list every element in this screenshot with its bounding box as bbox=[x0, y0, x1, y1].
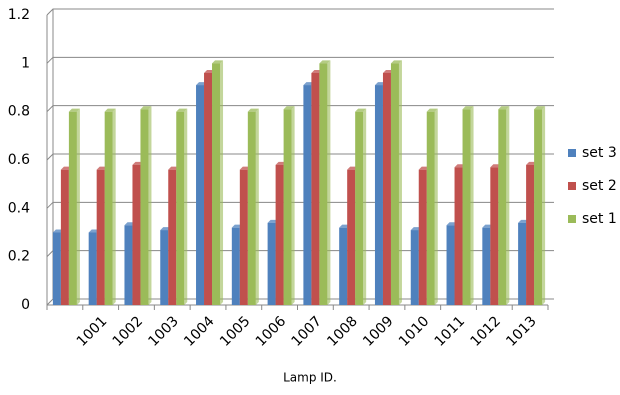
x-tick-label: 1011 bbox=[432, 313, 469, 350]
x-tick-label: 1003 bbox=[145, 313, 182, 350]
grid-line bbox=[46, 105, 554, 113]
grid-line bbox=[46, 250, 554, 258]
grid-line bbox=[46, 8, 554, 16]
x-tick-label: 1009 bbox=[360, 313, 397, 350]
y-tick-label: 1 bbox=[21, 55, 30, 71]
legend-swatch bbox=[568, 182, 576, 190]
y-tick-label: 0 bbox=[21, 297, 30, 313]
x-tick-label: 1001 bbox=[74, 313, 111, 350]
bar bbox=[212, 60, 224, 306]
bar bbox=[104, 108, 116, 306]
grid-line bbox=[46, 298, 554, 306]
y-tick-label: 0.8 bbox=[8, 104, 30, 120]
bar bbox=[390, 60, 402, 306]
x-tick-label: 1006 bbox=[253, 313, 290, 350]
y-tick-label: 0.6 bbox=[8, 152, 30, 168]
bar bbox=[355, 108, 367, 306]
legend-swatch bbox=[568, 215, 576, 223]
legend-label: set 2 bbox=[582, 178, 617, 194]
x-tick-label: 1012 bbox=[467, 313, 504, 350]
y-tick-label: 1.2 bbox=[8, 7, 30, 23]
x-axis-title: Lamp ID. bbox=[283, 371, 337, 385]
x-tick-label: 1007 bbox=[289, 313, 326, 350]
legend-swatch bbox=[568, 149, 576, 157]
bar bbox=[498, 106, 510, 305]
x-tick-label: 1013 bbox=[503, 313, 540, 350]
bar bbox=[176, 108, 188, 306]
bar bbox=[140, 106, 152, 305]
bar bbox=[68, 108, 80, 306]
y-tick-label: 0.4 bbox=[8, 200, 30, 216]
bar bbox=[283, 106, 295, 305]
bar bbox=[534, 106, 546, 305]
grid-line bbox=[46, 201, 554, 209]
bar bbox=[426, 108, 438, 306]
grid-line bbox=[46, 153, 554, 161]
legend-label: set 1 bbox=[582, 211, 617, 227]
bar bbox=[319, 60, 331, 306]
bar bbox=[247, 108, 259, 306]
x-tick-label: 1005 bbox=[217, 313, 254, 350]
legend-label: set 3 bbox=[582, 145, 617, 161]
x-tick-label: 1004 bbox=[181, 313, 218, 350]
x-tick-label: 1002 bbox=[110, 313, 147, 350]
bar bbox=[462, 106, 474, 305]
y-tick-label: 0.2 bbox=[8, 249, 30, 265]
grid-line bbox=[46, 56, 554, 64]
x-tick-label: 1008 bbox=[324, 313, 361, 350]
x-tick-label: 1010 bbox=[396, 313, 433, 350]
